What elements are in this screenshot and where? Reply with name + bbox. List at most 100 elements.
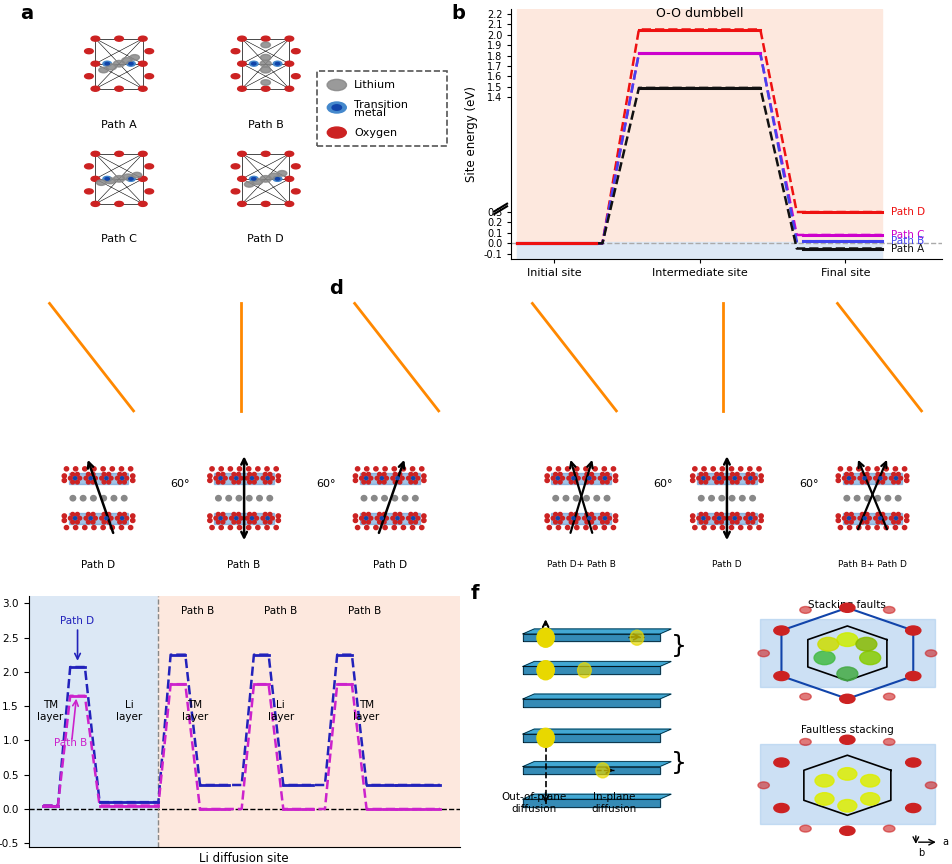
Text: In-plane
diffusion: In-plane diffusion xyxy=(591,792,637,814)
Circle shape xyxy=(209,525,214,530)
Circle shape xyxy=(738,517,742,520)
Circle shape xyxy=(883,607,895,613)
Circle shape xyxy=(265,525,269,530)
Ellipse shape xyxy=(837,632,858,646)
Circle shape xyxy=(883,739,895,746)
Circle shape xyxy=(413,473,418,476)
Circle shape xyxy=(843,476,846,480)
Circle shape xyxy=(680,310,687,324)
Circle shape xyxy=(238,86,247,92)
Circle shape xyxy=(569,480,573,484)
Circle shape xyxy=(125,476,129,480)
Circle shape xyxy=(883,476,887,480)
Circle shape xyxy=(861,480,864,484)
Circle shape xyxy=(758,782,769,789)
Circle shape xyxy=(897,512,901,516)
Circle shape xyxy=(882,351,888,364)
Circle shape xyxy=(104,475,109,481)
Circle shape xyxy=(534,310,542,324)
Circle shape xyxy=(224,517,228,520)
Circle shape xyxy=(721,525,724,530)
Circle shape xyxy=(130,514,135,518)
Circle shape xyxy=(750,496,755,501)
Circle shape xyxy=(577,388,586,407)
Circle shape xyxy=(91,151,100,156)
Circle shape xyxy=(83,467,87,471)
Circle shape xyxy=(593,467,597,471)
Text: Path C: Path C xyxy=(101,234,137,244)
Circle shape xyxy=(896,308,905,327)
Circle shape xyxy=(441,308,450,327)
Circle shape xyxy=(666,347,676,366)
Circle shape xyxy=(613,473,618,478)
Circle shape xyxy=(361,496,367,501)
Circle shape xyxy=(708,496,714,501)
Circle shape xyxy=(590,310,598,324)
Circle shape xyxy=(328,347,339,366)
Circle shape xyxy=(601,512,605,516)
Circle shape xyxy=(183,388,193,407)
Circle shape xyxy=(247,496,252,501)
Circle shape xyxy=(108,310,114,324)
Circle shape xyxy=(87,512,90,516)
Circle shape xyxy=(720,473,724,476)
Circle shape xyxy=(563,351,569,364)
Circle shape xyxy=(602,475,608,481)
Ellipse shape xyxy=(96,180,106,186)
Circle shape xyxy=(129,178,133,180)
Circle shape xyxy=(149,308,159,327)
Circle shape xyxy=(738,476,742,480)
Circle shape xyxy=(135,351,143,364)
Circle shape xyxy=(836,518,841,523)
Circle shape xyxy=(102,480,106,484)
Circle shape xyxy=(702,477,704,480)
Circle shape xyxy=(239,388,249,407)
Circle shape xyxy=(80,351,87,364)
Circle shape xyxy=(812,388,822,407)
Text: Lithium: Lithium xyxy=(354,80,396,90)
Circle shape xyxy=(246,517,249,520)
Circle shape xyxy=(882,310,888,324)
Circle shape xyxy=(357,388,367,407)
Circle shape xyxy=(378,512,382,516)
Circle shape xyxy=(764,310,771,324)
Circle shape xyxy=(410,525,415,530)
Circle shape xyxy=(558,520,562,524)
Circle shape xyxy=(249,475,255,481)
Polygon shape xyxy=(523,699,660,707)
Circle shape xyxy=(825,391,833,404)
Circle shape xyxy=(876,520,880,524)
Circle shape xyxy=(565,525,569,530)
Ellipse shape xyxy=(815,792,834,805)
Circle shape xyxy=(91,473,95,476)
Circle shape xyxy=(884,525,888,530)
Circle shape xyxy=(839,525,843,530)
Circle shape xyxy=(601,480,605,484)
Text: TM
layer: TM layer xyxy=(182,700,208,721)
Bar xyxy=(29,586,158,850)
Circle shape xyxy=(285,61,293,67)
Ellipse shape xyxy=(261,79,270,86)
Circle shape xyxy=(383,467,387,471)
Circle shape xyxy=(268,388,277,407)
Circle shape xyxy=(281,351,288,364)
Circle shape xyxy=(275,62,280,65)
Circle shape xyxy=(699,473,703,476)
Circle shape xyxy=(574,480,578,484)
Circle shape xyxy=(248,480,251,484)
Circle shape xyxy=(122,496,127,501)
Circle shape xyxy=(732,515,738,521)
Circle shape xyxy=(264,473,268,476)
Circle shape xyxy=(383,525,387,530)
Circle shape xyxy=(382,496,387,501)
Circle shape xyxy=(861,473,864,476)
Text: TM
layer: TM layer xyxy=(353,700,380,721)
Circle shape xyxy=(632,347,643,366)
Circle shape xyxy=(78,517,82,520)
Y-axis label: Site energy (eV): Site energy (eV) xyxy=(466,86,478,181)
Circle shape xyxy=(410,467,415,471)
Circle shape xyxy=(938,310,944,324)
Circle shape xyxy=(706,476,710,480)
Text: TM
layer: TM layer xyxy=(37,700,64,721)
Circle shape xyxy=(261,517,265,520)
